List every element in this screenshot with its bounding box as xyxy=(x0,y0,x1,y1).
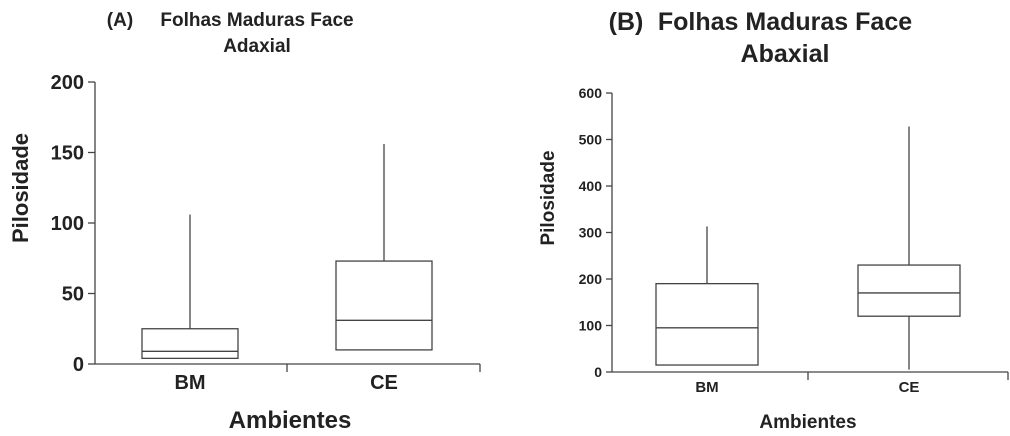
panel-a-title-line: Adaxial xyxy=(223,36,291,57)
panel-b-y-tick-label: 400 xyxy=(579,178,603,194)
panel-a-panel-label: (A) xyxy=(107,10,133,31)
panel-b-y-tick-label: 0 xyxy=(594,364,602,380)
panel-b-panel-label: (B) xyxy=(609,8,644,36)
panel-a-y-tick-label: 100 xyxy=(51,213,84,235)
panel-b-category-label: CE xyxy=(899,379,920,396)
panel-b-y-tick-label: 200 xyxy=(579,271,603,287)
panel-b-y-tick-label: 500 xyxy=(579,131,603,147)
panel-b-title-line: Folhas Maduras Face xyxy=(658,8,912,36)
panel-b-title-line: Abaxial xyxy=(741,40,830,68)
panel-a-box xyxy=(335,260,433,351)
panel-b-box xyxy=(857,264,961,317)
panel-b-category-label: BM xyxy=(695,379,718,396)
panel-a-y-tick-label: 0 xyxy=(73,354,84,376)
panel-b-y-tick-label: 300 xyxy=(579,224,603,240)
panel-b-box xyxy=(655,282,759,366)
panel-a-title-line: Folhas Maduras Face xyxy=(160,10,353,31)
panel-a-category-label: CE xyxy=(370,372,398,394)
panel-a-box xyxy=(141,328,239,360)
panel-a-y-tick-label: 50 xyxy=(62,284,84,306)
panel-b-y-axis-label: Pilosidade xyxy=(538,150,559,245)
panel-b-y-tick-label: 100 xyxy=(579,317,603,333)
panel-a-y-tick-label: 200 xyxy=(51,72,84,94)
panel-a-x-axis-label: Ambientes xyxy=(229,407,352,434)
panel-a-y-tick-label: 150 xyxy=(51,143,84,165)
panel-b-y-tick-label: 600 xyxy=(579,85,603,101)
panel-b-x-axis-label: Ambientes xyxy=(759,412,856,433)
panel-a-category-label: BM xyxy=(174,372,205,394)
panel-a-y-axis-label: Pilosidade xyxy=(8,133,33,243)
